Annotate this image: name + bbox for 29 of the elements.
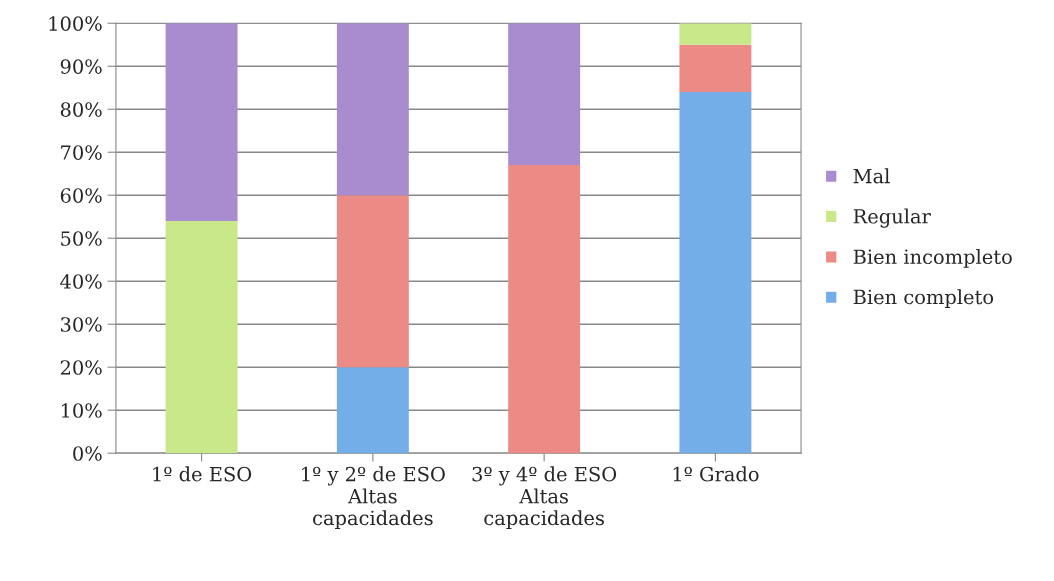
y-tick-label: 10% [61, 403, 102, 418]
y-tick-label: 60% [60, 188, 102, 203]
x-tick-label: 1º de ESO [153, 466, 252, 482]
x-tick-label: 1º y 2º de ESO Altas capacidades [302, 466, 445, 530]
y-tick-label: 100% [49, 16, 102, 31]
bar [336, 367, 409, 454]
y-tick-label: 40% [60, 274, 102, 289]
legend-label: Bien completo [853, 289, 994, 309]
bar [508, 23, 581, 166]
x-tick-label: 3º y 4º de ESO Altas capacidades [472, 466, 617, 530]
y-tick-label: 80% [60, 102, 102, 117]
y-tick-label: 20% [60, 360, 102, 375]
legend-label: Mal [853, 168, 890, 184]
legend-label: Bien incompleto [853, 249, 1012, 268]
x-tick-label: 1º Grado [673, 466, 759, 482]
bar [679, 23, 752, 45]
bar [165, 23, 238, 222]
bar [679, 44, 752, 93]
bar [508, 165, 581, 454]
bar [165, 221, 238, 454]
bar [336, 23, 409, 196]
y-tick-label: 30% [61, 317, 102, 332]
legend-label: Regular [853, 208, 931, 228]
bar [336, 195, 409, 368]
y-tick-label: 0% [73, 446, 102, 461]
y-tick-label: 50% [61, 231, 102, 246]
bar [679, 92, 752, 454]
y-tick-label: 70% [61, 145, 102, 160]
y-tick-label: 90% [60, 59, 102, 74]
